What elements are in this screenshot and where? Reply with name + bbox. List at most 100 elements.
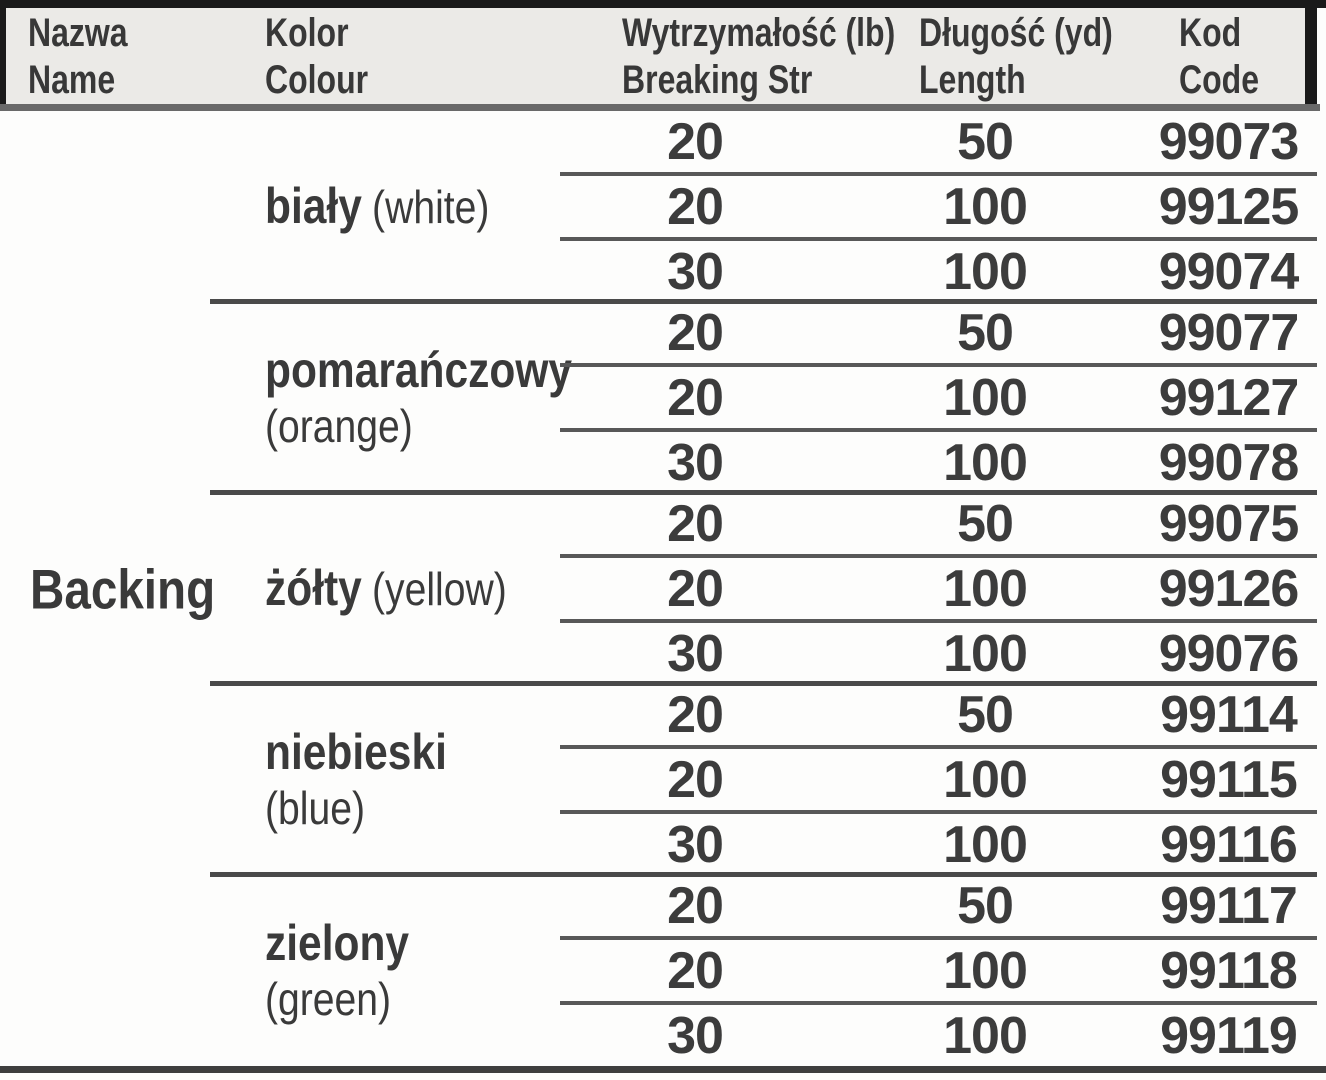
breaking-strength-value: 30: [667, 1006, 724, 1065]
header-name-pl: Nazwa: [28, 11, 128, 55]
color-label: biały (white): [265, 178, 516, 235]
table-row: 30 100 99078: [560, 432, 1317, 493]
length-value: 50: [957, 876, 1014, 935]
color-cell: biały (white): [210, 111, 560, 302]
product-name: Backing: [30, 557, 216, 620]
table-row: 20 50 99073: [560, 111, 1317, 176]
color-cell: pomarańczowy (orange): [210, 302, 572, 493]
code-value: 99078: [1158, 433, 1300, 492]
header-code-en: Code: [1179, 58, 1259, 102]
breaking-strength-value: 20: [667, 112, 724, 171]
breaking-strength-value: 30: [667, 815, 724, 874]
header-length-pl: Długość (yd): [919, 11, 1113, 55]
color-group-blue: niebieski (blue) 20 50 99114 20 100 9911…: [0, 684, 1326, 877]
table-row: 20 50 99075: [560, 493, 1317, 558]
table-bottom-rule: [0, 1066, 1326, 1073]
color-group-yellow: żółty (yellow) 20 50 99075 20 100 99126: [0, 493, 1326, 686]
group-separator: [210, 490, 1317, 495]
table-row: 20 50 99114: [560, 684, 1317, 749]
length-value: 50: [957, 685, 1014, 744]
breaking-strength-value: 20: [667, 303, 724, 362]
color-name-pl: biały: [265, 178, 362, 234]
group-rows: 20 50 99075 20 100 99126 30 100 99076: [560, 493, 1317, 684]
table-row: 20 100 99115: [560, 749, 1317, 814]
length-value: 100: [943, 368, 1028, 427]
header-colour: Kolor Colour: [265, 10, 368, 104]
color-label: niebieski: [265, 724, 516, 780]
color-group-white: biały (white) 20 50 99073 20 100 99125: [0, 111, 1326, 304]
header-colour-en: Colour: [265, 58, 369, 102]
length-value: 100: [943, 177, 1028, 236]
header-breaking-en: Breaking Str: [622, 58, 813, 102]
color-name-pl: pomarańczowy: [265, 341, 573, 398]
header-length: Długość (yd) Length: [919, 10, 1113, 104]
length-value: 50: [957, 112, 1014, 171]
color-label: żółty (yellow): [265, 560, 516, 617]
color-label: zielony: [265, 915, 516, 971]
length-value: 100: [943, 941, 1028, 1000]
table-row: 30 100 99074: [560, 241, 1317, 302]
code-value: 99116: [1160, 815, 1298, 874]
code-value: 99119: [1160, 1006, 1298, 1065]
header-code: Kod Code: [1179, 10, 1259, 104]
table-row: 20 100 99125: [560, 176, 1317, 241]
breaking-strength-value: 30: [667, 433, 724, 492]
header-breaking-strength: Wytrzymałość (lb) Breaking Str: [622, 10, 895, 104]
color-cell: zielony (green): [210, 875, 560, 1066]
color-name-pl: żółty: [265, 560, 362, 616]
length-value: 100: [943, 433, 1028, 492]
table-row: 20 100 99127: [560, 367, 1317, 432]
breaking-strength-value: 20: [667, 559, 724, 618]
header-length-en: Length: [919, 58, 1026, 102]
table-row: 20 100 99126: [560, 558, 1317, 623]
color-label: pomarańczowy: [265, 342, 572, 398]
color-name-en: (yellow): [372, 563, 507, 615]
table-row: 20 50 99077: [560, 302, 1317, 367]
table-row: 20 100 99118: [560, 940, 1317, 1005]
table-top-border: [0, 0, 1326, 8]
length-value: 100: [943, 559, 1028, 618]
table-row: 30 100 99076: [560, 623, 1317, 684]
color-name-pl: zielony: [265, 914, 410, 971]
length-value: 100: [943, 624, 1028, 683]
code-value: 99127: [1158, 368, 1300, 427]
code-value: 99115: [1160, 750, 1298, 809]
group-rows: 20 50 99077 20 100 99127 30 100 99078: [560, 302, 1317, 493]
table-row: 30 100 99116: [560, 814, 1317, 875]
code-value: 99073: [1158, 112, 1300, 171]
header-name: Nazwa Name: [28, 10, 128, 104]
breaking-strength-value: 20: [667, 750, 724, 809]
code-value: 99077: [1158, 303, 1300, 362]
color-groups: biały (white) 20 50 99073 20 100 99125: [0, 111, 1326, 1066]
length-value: 100: [943, 242, 1028, 301]
breaking-strength-value: 20: [667, 685, 724, 744]
length-value: 100: [943, 815, 1028, 874]
group-rows: 20 50 99114 20 100 99115 30 100 99116: [560, 684, 1317, 875]
breaking-strength-value: 20: [667, 494, 724, 553]
group-separator: [210, 872, 1317, 877]
color-cell: żółty (yellow): [210, 493, 560, 684]
breaking-strength-value: 20: [667, 876, 724, 935]
table-header-row: Nazwa Name Kolor Colour Wytrzymałość (lb…: [0, 8, 1317, 104]
header-colour-pl: Kolor: [265, 11, 349, 55]
color-name-en: (white): [372, 181, 490, 233]
code-value: 99114: [1160, 685, 1298, 744]
color-name-en: (blue): [265, 781, 365, 834]
code-value: 99118: [1160, 941, 1298, 1000]
length-value: 50: [957, 494, 1014, 553]
code-value: 99125: [1158, 177, 1300, 236]
length-value: 50: [957, 303, 1014, 362]
group-rows: 20 50 99073 20 100 99125 30 100 99074: [560, 111, 1317, 302]
table-body: Backing biały (white) 20 50 99073 20: [0, 111, 1326, 1066]
breaking-strength-value: 20: [667, 941, 724, 1000]
color-group-orange: pomarańczowy (orange) 20 50 99077 20 100…: [0, 302, 1326, 495]
breaking-strength-value: 30: [667, 242, 724, 301]
breaking-strength-value: 30: [667, 624, 724, 683]
breaking-strength-value: 20: [667, 368, 724, 427]
length-value: 100: [943, 750, 1028, 809]
code-value: 99117: [1160, 876, 1298, 935]
header-name-en: Name: [28, 58, 116, 102]
color-cell: niebieski (blue): [210, 684, 560, 875]
table-row: 30 100 99119: [560, 1005, 1317, 1066]
